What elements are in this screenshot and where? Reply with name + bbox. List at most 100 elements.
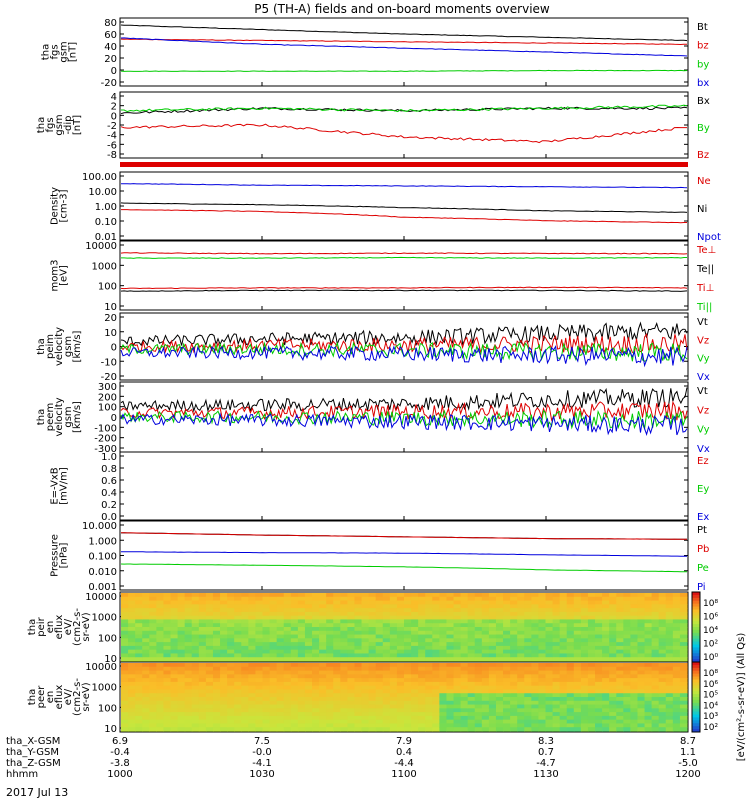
spectrogram-cell (142, 715, 150, 721)
spectrogram-cell (135, 593, 143, 598)
spectrogram-cell (212, 674, 221, 679)
spectrogram-cell (538, 723, 547, 728)
spectrogram-cell (382, 645, 391, 651)
spectrogram-cell (587, 670, 596, 675)
spectrogram-cell (248, 615, 257, 621)
panel-ylabel: en (45, 691, 56, 704)
spectrogram-cell (453, 593, 462, 598)
spectrogram-cell (602, 642, 610, 647)
spectrogram-cell (389, 615, 398, 621)
spectrogram-cell (446, 653, 455, 658)
spectrogram-cell (205, 674, 214, 679)
spectrogram-cell (418, 657, 426, 662)
spectrogram-cell (234, 681, 242, 687)
xaxis-value: 0.7 (538, 747, 554, 758)
spectrogram-cell (552, 715, 561, 721)
spectrogram-cell (255, 670, 264, 675)
spectrogram-cell (184, 634, 193, 639)
spectrogram-cell (163, 604, 172, 609)
spectrogram-cell (354, 600, 363, 605)
spectrogram-cell (177, 663, 186, 668)
spectrogram-cell (184, 642, 193, 647)
spectrogram-cell (623, 666, 631, 672)
spectrogram-cell (347, 674, 356, 679)
spectrogram-cell (396, 634, 405, 639)
spectrogram-cell (191, 697, 200, 702)
spectrogram-cell (460, 663, 469, 668)
spectrogram-cell (241, 608, 249, 613)
spectrogram-cell (552, 681, 561, 687)
spectrogram-cell (389, 638, 398, 643)
spectrogram-cell (304, 670, 313, 675)
spectrogram-cell (149, 666, 157, 672)
y-tick-label: 10000 (85, 592, 117, 603)
spectrogram-cell (531, 723, 540, 728)
spectrogram-cell (340, 615, 348, 621)
spectrogram-cell (198, 596, 207, 602)
spectrogram-cell (623, 670, 631, 675)
spectrogram-cell (679, 663, 688, 668)
spectrogram-cell (312, 596, 320, 602)
spectrogram-cell (149, 634, 157, 639)
spectrogram-cell (326, 634, 334, 639)
spectrogram-cell (672, 670, 681, 675)
spectrogram-cell (276, 666, 285, 672)
spectrogram-cell (573, 630, 582, 636)
spectrogram-cell (170, 689, 179, 694)
spectrogram-cell (368, 715, 377, 721)
spectrogram-cell (198, 604, 207, 609)
y-tick-label: -20 (101, 78, 117, 89)
spectrogram-cell (651, 704, 660, 709)
spectrogram-cell (446, 630, 455, 636)
spectrogram-cell (276, 649, 285, 655)
spectrogram-cell (474, 712, 483, 717)
spectrogram-cell (559, 700, 568, 706)
spectrogram-cell (545, 623, 554, 628)
spectrogram-cell (283, 704, 292, 709)
spectrogram-cell (510, 689, 518, 694)
spectrogram-cell (156, 657, 165, 662)
spectrogram-cell (481, 685, 490, 691)
spectrogram-cell (446, 700, 455, 706)
spectrogram-cell (559, 623, 568, 628)
spectrogram-cell (623, 723, 631, 728)
spectrogram-cell (658, 604, 667, 609)
spectrogram-cell (545, 666, 554, 672)
spectrogram-cell (425, 638, 433, 643)
spectrogram-cell (616, 689, 624, 694)
spectrogram-cell (510, 615, 518, 621)
y-tick-label: 0.8 (101, 464, 117, 475)
panel-ylabel: peim (45, 334, 56, 359)
spectrogram-cell (354, 608, 363, 613)
spectrogram-cell (375, 715, 384, 721)
spectrogram-cell (552, 649, 561, 655)
spectrogram-cell (191, 657, 200, 662)
spectrogram-cell (453, 642, 462, 647)
spectrogram-cell (474, 649, 483, 655)
spectrogram-cell (255, 685, 264, 691)
spectrogram-cell (368, 708, 377, 713)
spectrogram-cell (340, 674, 348, 679)
spectrogram-cell (404, 611, 412, 617)
spectrogram-cell (262, 689, 271, 694)
spectrogram-cell (227, 700, 235, 706)
spectrogram-cell (354, 663, 363, 668)
spectrogram-cell (361, 678, 370, 683)
spectrogram-cell (220, 723, 228, 728)
spectrogram-cell (396, 719, 405, 725)
spectrogram-cell (135, 642, 143, 647)
spectrogram-cell (297, 704, 306, 709)
spectrogram-cell (580, 593, 589, 598)
spectrogram-cell (538, 608, 547, 613)
spectrogram-cell (340, 634, 348, 639)
colorbar-step (692, 662, 700, 666)
spectrogram-cell (595, 693, 603, 698)
spectrogram-cell (573, 593, 582, 598)
spectrogram-cell (524, 674, 532, 679)
spectrogram-cell (163, 715, 172, 721)
spectrogram-cell (121, 670, 129, 675)
xaxis-value: -5.0 (678, 758, 698, 769)
spectrogram-cell (375, 719, 384, 725)
spectrogram-cell (672, 704, 681, 709)
spectrogram-cell (396, 653, 405, 658)
